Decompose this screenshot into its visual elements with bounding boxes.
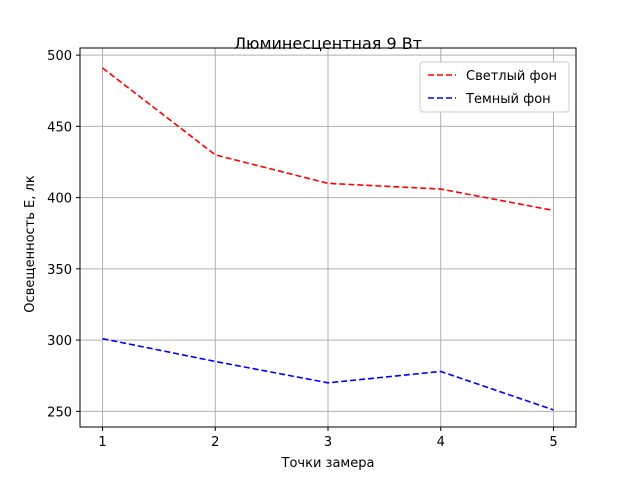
legend: Светлый фон Темный фон [419,61,570,113]
y-tick-label: 400 [47,192,72,207]
x-tick-label: 5 [549,435,557,450]
x-tick-label: 2 [211,435,219,450]
x-tick-label: 4 [437,435,445,450]
axis-ticks: 1 2 3 4 5 250 300 350 400 450 500 [47,49,557,450]
y-tick-label: 300 [47,334,72,349]
series-layer [102,67,554,411]
legend-label-dark: Темный фон [465,92,551,107]
chart-title: Люминесцентная 9 Вт [234,34,422,53]
x-tick-label: 3 [324,435,332,450]
y-tick-label: 250 [47,405,72,420]
grid-lines [80,48,576,427]
y-tick-label: 500 [47,49,72,64]
series-line-0 [102,67,554,212]
legend-box [419,61,570,113]
x-axis-label: Точки замера [281,456,375,471]
legend-label-light: Светлый фон [466,69,557,84]
x-tick-label: 1 [98,435,106,450]
series-line-1 [102,337,554,411]
y-axis-label: Освещенность Е, лк [23,175,38,313]
y-tick-label: 350 [47,263,72,278]
y-tick-label: 450 [47,120,72,135]
